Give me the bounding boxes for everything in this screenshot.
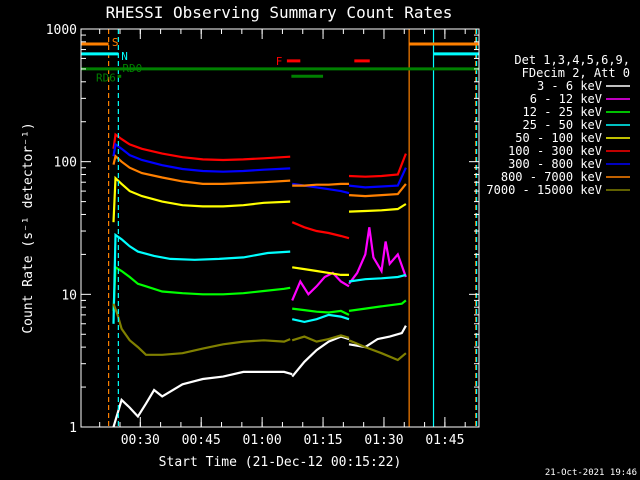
legend-entry-label: 100 - 300 keV xyxy=(508,144,602,158)
plot-data-group xyxy=(81,29,479,427)
series-line-segment xyxy=(291,335,350,378)
plot-frame xyxy=(80,28,480,428)
series-800-7000-kev xyxy=(112,154,407,198)
y-tick-label: 1 xyxy=(69,421,77,436)
series-50-100-kev xyxy=(112,175,407,276)
flag-label-rd0: RD0 xyxy=(122,62,142,75)
series-line-segment xyxy=(348,203,407,213)
x-tick-label: 00:30 xyxy=(121,433,160,448)
legend-entry-label: 6 - 12 keV xyxy=(530,92,602,106)
series-line-segment xyxy=(292,182,349,187)
series-100-300-kev xyxy=(112,132,407,240)
series-12-25-kev xyxy=(112,265,407,316)
series-line-segment xyxy=(112,232,291,324)
legend-entry-label: 800 - 7000 keV xyxy=(501,170,602,184)
series-line-segment xyxy=(292,266,349,276)
y-axis-label: Count Rate (s⁻¹ detector⁻¹) xyxy=(21,122,36,333)
series-line-segment xyxy=(348,153,407,178)
legend-entry-label: 50 - 100 keV xyxy=(515,131,602,145)
x-axis-label: Start Time (21-Dec-12 00:15:22) xyxy=(159,455,402,470)
legend-entry-label: 300 - 800 keV xyxy=(508,157,602,171)
x-tick-label: 01:15 xyxy=(303,433,342,448)
legend-entry-label: 25 - 50 keV xyxy=(523,118,602,132)
flag-label-n: N xyxy=(121,50,128,63)
series-line-segment xyxy=(348,167,407,189)
y-tick-label: 100 xyxy=(54,156,77,171)
footer-timestamp: 21-Oct-2021 19:46 xyxy=(545,468,637,478)
series-line-segment xyxy=(291,271,350,301)
series-line-segment xyxy=(291,334,350,343)
legend-entry-label: 7000 - 15000 keV xyxy=(486,183,602,197)
series-line-segment xyxy=(112,370,293,427)
series-6-12-kev xyxy=(291,227,407,301)
series-line-segment xyxy=(348,339,407,362)
series-line-segment xyxy=(291,221,350,240)
series-line-segment xyxy=(348,227,407,285)
series-7000-15000-kev xyxy=(112,303,407,362)
flag-label-rd6: RD6 xyxy=(96,71,116,84)
legend-entry-label: 12 - 25 keV xyxy=(523,105,602,119)
series-line-segment xyxy=(348,273,407,283)
y-tick-label: 1000 xyxy=(46,23,77,38)
series-line-segment xyxy=(112,303,291,356)
series-line-segment xyxy=(292,307,350,316)
series-line-segment xyxy=(112,175,291,223)
legend-header-line: Det 1,3,4,5,6,9, xyxy=(514,53,630,67)
series-line-segment xyxy=(291,313,350,324)
series-line-segment xyxy=(112,265,291,311)
series-line-segment xyxy=(112,132,291,162)
x-tick-label: 01:30 xyxy=(364,433,403,448)
legend-header-line: FDecim 2, Att 0 xyxy=(522,66,630,80)
y-tick-label: 10 xyxy=(61,288,77,303)
series-line-segment xyxy=(112,142,291,173)
series-line-segment xyxy=(348,299,407,312)
flag-label-s: S xyxy=(112,36,119,49)
y-axis: 1 10 100 1000 xyxy=(46,23,479,436)
series-25-50-kev xyxy=(112,232,407,324)
legend: Det 1,3,4,5,6,9,FDecim 2, Att 03 - 6 keV… xyxy=(486,53,630,197)
x-axis: 00:30 00:45 01:00 01:15 01:30 01:45 xyxy=(99,29,466,448)
series-line-segment xyxy=(112,154,291,185)
x-tick-label: 01:45 xyxy=(425,433,464,448)
x-tick-label: 00:45 xyxy=(182,433,221,448)
chart-title: RHESSI Observing Summary Count Rates xyxy=(106,3,453,22)
series-line-segment xyxy=(348,183,407,198)
x-tick-label: 01:00 xyxy=(243,433,282,448)
flag-label-f: F xyxy=(276,55,283,68)
legend-entry-label: 3 - 6 keV xyxy=(537,79,602,93)
